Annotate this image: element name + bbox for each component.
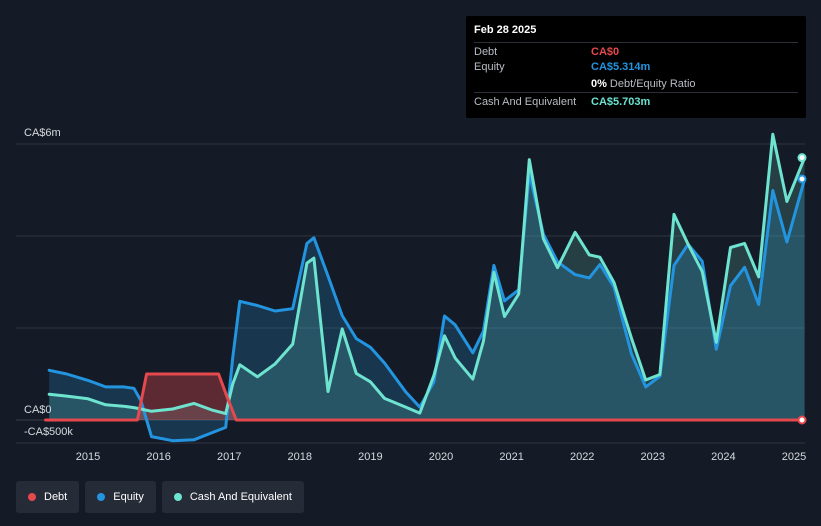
debt-area [45,374,805,420]
tooltip-row-equity: Equity CA$5.314m [474,59,798,75]
tooltip-row-ratio: 0% Debt/Equity Ratio [474,75,798,92]
equity-end-marker [797,174,807,184]
chart-lines [44,132,807,443]
tooltip-debt-label: Debt [474,45,498,58]
x-tick-label-2025: 2025 [782,451,806,463]
x-tick-label-2018: 2018 [288,451,312,463]
legend-item-cash[interactable]: Cash And Equivalent [161,481,304,513]
tooltip-cash-label: Cash And Equivalent [474,95,577,108]
x-tick-label-2016: 2016 [146,451,170,463]
tooltip-equity-label: Equity [474,61,505,73]
legend-item-equity[interactable]: Equity [85,481,156,513]
tooltip-cash-value: CA$5.703m [591,95,651,108]
legend-debt-dot-icon [28,493,36,501]
equity-line [47,171,807,443]
x-tick-label-2021: 2021 [499,451,523,463]
cash-and-equivalent-end-marker [797,153,807,163]
x-tick-label-2023: 2023 [641,451,665,463]
legend-cash-label: Cash And Equivalent [189,491,292,503]
tooltip-debt-value: CA$0 [591,45,620,58]
y-tick-label-top: CA$6m [24,127,61,139]
legend-item-debt[interactable]: Debt [16,481,80,513]
legend-equity-dot-icon [97,493,106,501]
cash-and-equivalent-line [47,132,807,416]
x-tick-label-2019: 2019 [358,451,382,463]
debt-line [44,372,807,422]
x-tick-label-2022: 2022 [570,451,594,463]
y-tick-label-bottom: -CA$500k [24,426,73,438]
x-axis-ticks: 2015 2016 2017 2018 2019 2020 2021 2022 2023 2024… [76,451,806,463]
chart-legend: Debt Equity Cash And Equivalent [16,481,304,513]
chart-tooltip: Feb 28 2025 Debt CA$0 Equity CA$5.314m 0… [466,16,806,118]
y-tick-label-zero: CA$0 [24,404,52,416]
debt-end-marker [797,415,807,425]
tooltip-equity-value: CA$5.314m [591,61,651,73]
legend-equity-label: Equity [113,491,144,503]
tooltip-date: Feb 28 2025 [474,24,537,36]
tooltip-row-debt: Debt CA$0 [474,42,798,60]
legend-cash-dot-icon [173,493,182,501]
tooltip-row-cash: Cash And Equivalent CA$5.703m [474,92,798,110]
x-tick-label-2024: 2024 [711,451,735,463]
x-tick-label-2017: 2017 [217,451,241,463]
cash-and-equivalent-area [49,134,805,421]
tooltip-ratio-label: Debt/Equity Ratio [609,77,696,90]
x-tick-label-2015: 2015 [76,451,100,463]
x-tick-label-2020: 2020 [429,451,453,463]
chart-markers [797,153,807,425]
tooltip-ratio-value: 0% [591,77,607,90]
legend-debt-label: Debt [44,491,68,503]
